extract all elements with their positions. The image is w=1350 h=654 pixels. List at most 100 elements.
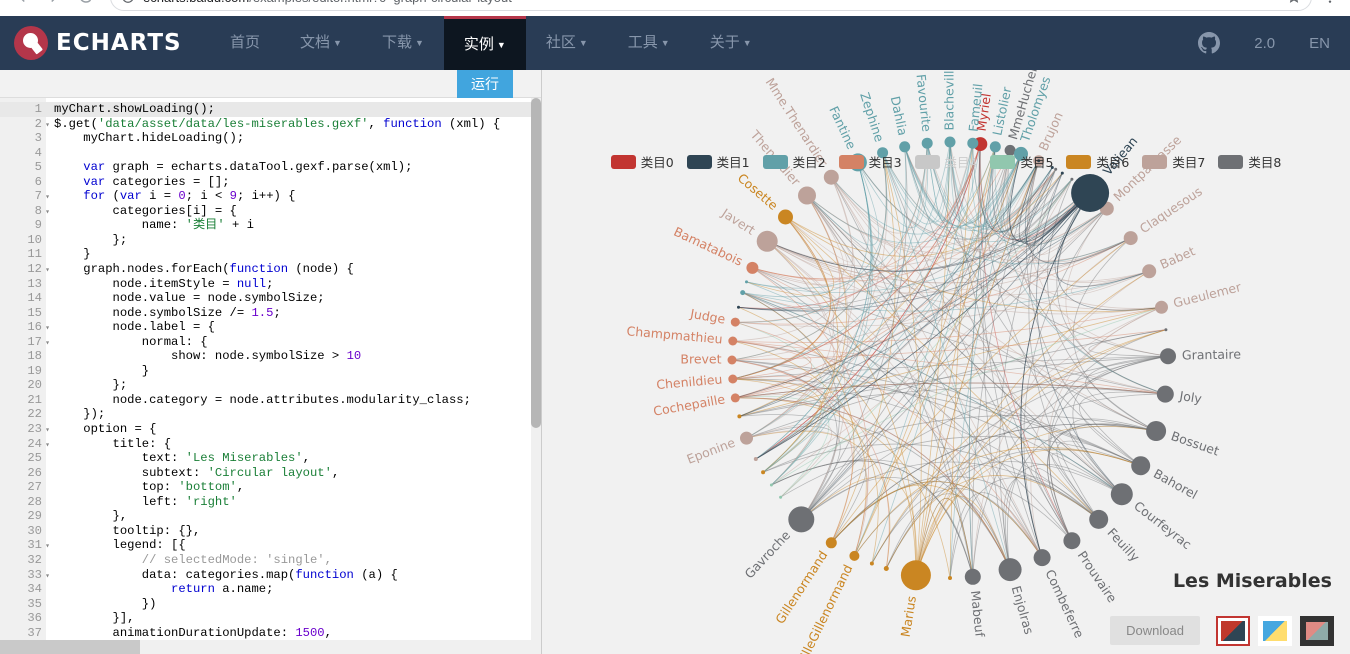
code-fold-toggle-icon[interactable]: ▾	[45, 266, 50, 276]
graph-node[interactable]	[989, 141, 1001, 153]
kebab-menu-icon[interactable]	[1318, 0, 1342, 11]
legend-item-7[interactable]: 类目7	[1142, 152, 1205, 171]
code-fold-toggle-icon[interactable]: ▾	[45, 338, 50, 348]
graph-node[interactable]	[944, 136, 956, 148]
version-label[interactable]: 2.0	[1254, 34, 1276, 52]
graph-node[interactable]	[769, 483, 773, 487]
graph-node[interactable]	[1146, 421, 1167, 441]
graph-node[interactable]	[948, 576, 952, 580]
legend-item-6[interactable]: 类目6	[1066, 152, 1129, 171]
graph-node[interactable]	[727, 355, 737, 365]
graph-node[interactable]	[1054, 167, 1058, 171]
info-circle-icon[interactable]	[121, 0, 135, 4]
echarts-logo[interactable]: ECHARTS	[0, 26, 210, 60]
graph-node[interactable]	[756, 230, 778, 252]
graph-node[interactable]	[921, 137, 933, 149]
language-toggle[interactable]: EN	[1309, 34, 1330, 52]
graph-node[interactable]	[745, 280, 748, 284]
graph-node[interactable]	[753, 457, 758, 461]
graph-node[interactable]	[998, 558, 1022, 582]
graph-node[interactable]	[1004, 144, 1016, 156]
graph-node[interactable]	[967, 137, 979, 149]
code-fold-toggle-icon[interactable]: ▾	[45, 207, 50, 217]
scrollbar-thumb[interactable]	[531, 98, 541, 428]
graph-node[interactable]	[1110, 483, 1133, 506]
legend-item-3[interactable]: 类目3	[838, 152, 902, 171]
graph-node[interactable]	[740, 290, 746, 296]
graph-node[interactable]	[1063, 532, 1081, 550]
theme-dark-swatch[interactable]	[1300, 616, 1334, 646]
graph-node[interactable]	[728, 374, 738, 384]
graph-node[interactable]	[877, 147, 889, 159]
graph-node[interactable]	[737, 414, 742, 419]
code-area[interactable]: 1 2 ▾ 3 4 5 6 7 ▾ 8 ▾ 9 10 11 12 ▾ 13 14 15 16 ▾ 17 ▾ 18 19 20 21 2…	[0, 98, 541, 654]
graph-node[interactable]	[1156, 385, 1174, 403]
graph-node[interactable]	[1160, 348, 1176, 365]
legend-item-5[interactable]: 类目5	[990, 152, 1053, 171]
legend-item-8[interactable]: 类目8	[1218, 152, 1281, 171]
code-fold-toggle-icon[interactable]: ▾	[45, 193, 50, 203]
graph-node[interactable]	[1033, 549, 1051, 567]
address-bar[interactable]: echarts.baidu.com/examples/editor.html?c…	[110, 0, 1312, 11]
graph-node[interactable]	[1089, 509, 1109, 529]
reload-icon[interactable]	[72, 0, 100, 11]
graph-node[interactable]	[740, 431, 753, 445]
code-fold-toggle-icon[interactable]: ▾	[45, 120, 50, 130]
graph-node[interactable]	[779, 495, 783, 499]
nav-item-about[interactable]: 关于 ▼	[690, 16, 772, 70]
graph-node[interactable]	[1060, 171, 1064, 175]
theme-default-swatch[interactable]	[1216, 616, 1250, 646]
code-fold-toggle-icon[interactable]: ▾	[45, 324, 50, 334]
legend-item-4[interactable]: 类目4	[914, 152, 977, 171]
graph-node[interactable]	[849, 550, 860, 561]
graph-node[interactable]	[883, 566, 889, 571]
graph-node[interactable]	[869, 561, 874, 566]
nav-item-docs[interactable]: 文档 ▼	[280, 16, 362, 70]
code-text[interactable]: myChart.showLoading(); $.get('data/asset/…	[46, 98, 541, 654]
graph-node[interactable]	[964, 568, 981, 585]
graph-node[interactable]	[737, 305, 740, 309]
legend-item-0[interactable]: 类目0	[610, 152, 674, 171]
graph-node[interactable]	[823, 169, 839, 185]
graph-node[interactable]	[1037, 159, 1041, 163]
graph-node[interactable]	[1071, 174, 1110, 212]
bookmark-star-icon[interactable]	[1287, 0, 1301, 4]
graph-node[interactable]	[1164, 328, 1168, 332]
theme-infographic-swatch[interactable]	[1258, 616, 1292, 646]
graph-node[interactable]	[788, 506, 815, 533]
graph-node[interactable]	[899, 141, 911, 153]
scrollbar-thumb[interactable]	[0, 640, 140, 654]
graph-node[interactable]	[825, 537, 837, 549]
run-button[interactable]: 运行	[457, 70, 513, 98]
graph-node[interactable]	[728, 336, 738, 346]
graph-node[interactable]	[1014, 146, 1028, 161]
graph-node[interactable]	[778, 209, 793, 225]
graph-node[interactable]	[730, 393, 740, 403]
editor-vertical-scrollbar[interactable]	[531, 98, 541, 640]
graph-node[interactable]	[1123, 231, 1138, 246]
graph-node[interactable]	[900, 560, 931, 591]
graph-node[interactable]	[1050, 166, 1054, 169]
editor-horizontal-scrollbar[interactable]	[0, 640, 541, 654]
github-icon[interactable]	[1198, 32, 1221, 54]
nav-item-tools[interactable]: 工具 ▼	[608, 16, 690, 70]
graph-chart[interactable]: MyrielMmeHucheloupBrujonMontparnasseClaq…	[542, 70, 1350, 654]
legend-item-1[interactable]: 类目1	[686, 152, 750, 171]
graph-node[interactable]	[798, 186, 816, 205]
legend-item-2[interactable]: 类目2	[762, 152, 826, 171]
graph-node[interactable]	[761, 470, 766, 475]
graph-node[interactable]	[1070, 177, 1074, 181]
code-fold-toggle-icon[interactable]: ▾	[45, 426, 50, 436]
code-fold-toggle-icon[interactable]: ▾	[45, 440, 50, 450]
graph-node[interactable]	[746, 261, 759, 274]
back-arrow-icon[interactable]	[8, 0, 36, 11]
graph-node[interactable]	[1142, 264, 1157, 279]
code-fold-toggle-icon[interactable]: ▾	[45, 542, 50, 552]
forward-arrow-icon[interactable]	[40, 0, 68, 11]
graph-node[interactable]	[1155, 300, 1168, 314]
download-button[interactable]: Download	[1110, 616, 1200, 645]
code-fold-toggle-icon[interactable]: ▾	[45, 571, 50, 581]
graph-node[interactable]	[730, 317, 740, 327]
nav-item-home[interactable]: 首页	[210, 16, 280, 70]
nav-item-download[interactable]: 下载 ▼	[362, 16, 444, 70]
